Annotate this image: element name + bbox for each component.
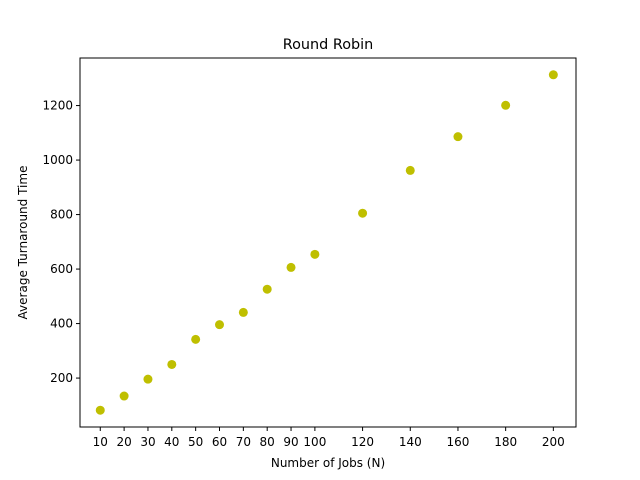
x-tick-label: 80: [260, 435, 275, 449]
x-tick-label: 20: [116, 435, 131, 449]
x-axis-ticks: 10 20 30 40 50 60 70 80 90 100 120 140 160 180 200: [93, 427, 565, 449]
data-point: [453, 132, 463, 142]
x-tick-label: 100: [303, 435, 326, 449]
y-tick-label: 400: [50, 317, 73, 331]
y-tick-label: 600: [50, 262, 73, 276]
data-point: [167, 359, 177, 369]
data-point: [405, 165, 415, 175]
x-tick-label: 50: [188, 435, 203, 449]
x-tick-label: 140: [399, 435, 422, 449]
x-tick-label: 30: [140, 435, 155, 449]
y-axis-label: Average Turnaround Time: [16, 166, 30, 320]
x-tick-label: 70: [236, 435, 251, 449]
data-point: [262, 284, 272, 294]
data-point: [358, 208, 368, 218]
x-tick-label: 180: [494, 435, 517, 449]
data-point: [238, 307, 248, 317]
data-point: [95, 405, 105, 415]
x-tick-label: 200: [542, 435, 565, 449]
data-point: [143, 374, 153, 384]
data-points: [95, 70, 558, 415]
y-tick-label: 800: [50, 208, 73, 222]
x-tick-label: 10: [93, 435, 108, 449]
plot-area: [80, 58, 576, 427]
data-point: [310, 249, 320, 259]
data-point: [191, 334, 201, 344]
data-point: [215, 320, 224, 330]
y-axis-ticks: 200 400 600 800 1000 1200: [42, 99, 80, 385]
x-axis-label: Number of Jobs (N): [271, 456, 385, 470]
x-tick-label: 160: [447, 435, 470, 449]
x-tick-label: 40: [164, 435, 179, 449]
plot-frame: [79, 57, 577, 428]
y-tick-label: 1000: [42, 153, 73, 167]
y-tick-label: 200: [50, 371, 73, 385]
data-point: [286, 262, 296, 272]
y-tick-label: 1200: [42, 99, 73, 113]
data-point: [501, 100, 511, 110]
x-tick-label: 120: [351, 435, 374, 449]
x-tick-label: 90: [283, 435, 298, 449]
x-tick-label: 60: [212, 435, 227, 449]
chart-title: Round Robin: [283, 37, 374, 53]
data-point: [119, 391, 129, 401]
data-point: [548, 70, 558, 80]
